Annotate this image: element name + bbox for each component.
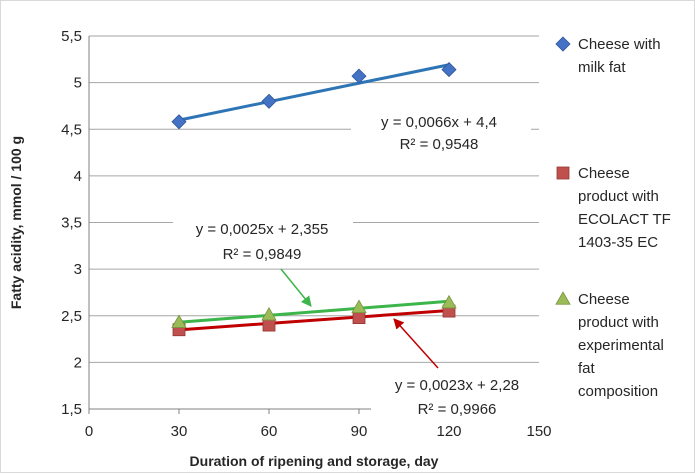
x-axis-title: Duration of ripening and storage, day: [190, 453, 439, 469]
x-tick-label: 90: [351, 423, 368, 440]
triangle-marker: [171, 314, 187, 328]
legend: Cheese with milk fat Cheese product with ECO…: [555, 36, 671, 400]
trendline-series-2: [178, 309, 450, 332]
square-marker: [352, 311, 366, 325]
legend-label: experimental: [578, 337, 664, 354]
legend-label: Cheese: [578, 291, 630, 308]
legend-label: milk fat: [578, 59, 626, 76]
legend-label: product with: [578, 314, 659, 331]
trendlines: [178, 63, 450, 332]
pointer-arrow-green: [280, 268, 312, 307]
x-tick-label: 150: [526, 423, 551, 440]
y-tick-label: 4,5: [61, 121, 82, 138]
y-tick-label: 3,5: [61, 215, 82, 232]
triangle-marker: [441, 294, 457, 309]
axes: 1,5 2 2,5 3 3,5 4 4,5 5 5,5 0 30 60 90 120 150: [61, 28, 551, 440]
equation-labels: y = 0,0066x + 4,4 R² = 0,9548 y = 0,0025x …: [173, 112, 543, 422]
legend-label: Cheese with: [578, 36, 661, 53]
y-tick-label: 1,5: [61, 401, 82, 418]
y-axis-title: Fatty acidity, mmol / 100 g: [8, 136, 24, 309]
diamond-marker: [261, 93, 277, 109]
equation-box: [351, 112, 531, 158]
x-tick-label: 0: [85, 423, 93, 440]
x-tick-label: 30: [171, 423, 188, 440]
square-marker: [556, 166, 570, 180]
legend-label: fat: [578, 360, 596, 377]
legend-label: 1403-35 EC: [578, 234, 658, 251]
grid-lines: [89, 35, 539, 363]
diamond-marker: [555, 36, 571, 52]
triangle-marker: [261, 307, 277, 321]
equation-box: [173, 219, 353, 267]
trendline-r-squared: R² = 0,9548: [400, 136, 479, 153]
diamond-marker: [351, 68, 367, 84]
y-tick-label: 4: [74, 168, 82, 185]
y-tick-label: 5: [74, 75, 82, 92]
x-tick-label: 60: [261, 423, 278, 440]
trendline-series-3: [178, 299, 450, 324]
trendline-series-1: [178, 63, 450, 122]
legend-label: composition: [578, 383, 658, 400]
data-markers: [171, 62, 457, 337]
equation-box: [371, 376, 543, 422]
diamond-marker: [171, 114, 187, 130]
y-tick-label: 2: [74, 354, 82, 371]
y-tick-label: 3: [74, 261, 82, 278]
x-tick-label: 120: [436, 423, 461, 440]
triangle-marker: [351, 299, 367, 314]
square-marker: [262, 318, 276, 332]
trendline-equation: y = 0,0023x + 2,28: [395, 377, 519, 394]
y-tick-label: 2,5: [61, 308, 82, 325]
trendline-r-squared: R² = 0,9849: [223, 246, 302, 263]
diamond-marker: [441, 62, 457, 78]
legend-label: Cheese: [578, 165, 630, 182]
trendline-r-squared: R² = 0,9966: [418, 401, 497, 418]
trendline-equation: y = 0,0025x + 2,355: [196, 221, 329, 238]
triangle-marker: [555, 291, 571, 305]
pointer-arrow-red: [393, 318, 439, 369]
y-tick-label: 5,5: [61, 28, 82, 45]
legend-label: product with: [578, 188, 659, 205]
trendline-equation: y = 0,0066x + 4,4: [381, 114, 497, 131]
legend-label: ECOLACT TF: [578, 211, 671, 228]
